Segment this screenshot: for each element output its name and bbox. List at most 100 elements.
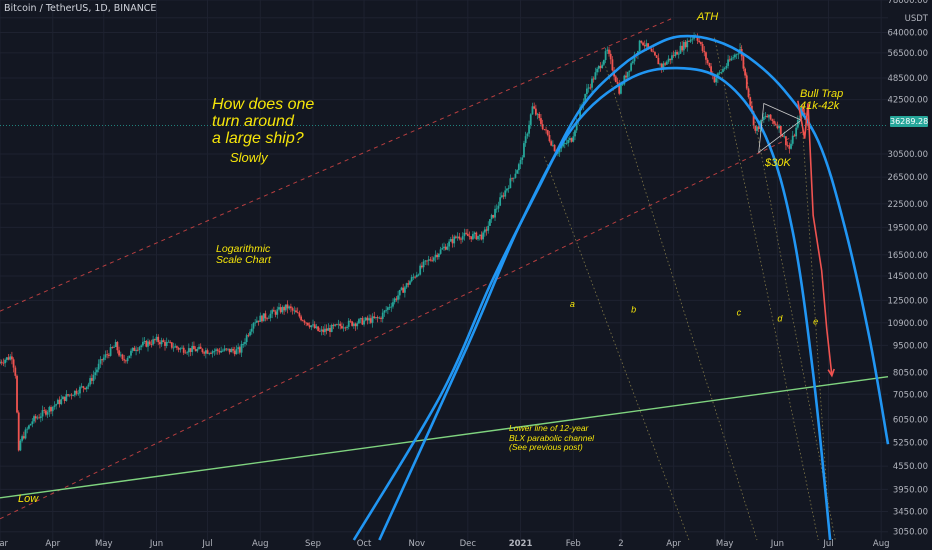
candle-body (145, 340, 148, 347)
candle-body (701, 44, 704, 51)
candle-body (538, 113, 541, 119)
lower-line-2: BLX parabolic channel (509, 432, 595, 443)
candle-body (691, 38, 694, 40)
candle-body (779, 125, 782, 135)
candle-body (58, 399, 61, 405)
candle-body (402, 287, 405, 293)
candle-body (594, 72, 597, 80)
candle-body (152, 339, 155, 345)
candle-body (148, 341, 151, 345)
candle-body (596, 68, 599, 73)
x-tick-label: Apr (45, 539, 60, 549)
candle-body (507, 188, 510, 189)
candle-body (616, 82, 619, 84)
candle-body (363, 320, 365, 325)
candle-body (768, 114, 770, 118)
y-tick-label: 48500.00 (887, 74, 928, 84)
candle-body (335, 324, 338, 326)
candle-body (194, 349, 197, 352)
bull-trap-line-2: 41k-42k (800, 100, 840, 112)
candle-body (623, 75, 626, 85)
candle-body (524, 136, 527, 144)
lower-line-3: (See previous post) (509, 442, 583, 452)
candle-body (565, 143, 568, 144)
candle-body (85, 386, 88, 390)
candle-body (424, 260, 427, 262)
candle-body (186, 352, 189, 354)
candle-body (603, 60, 605, 65)
candle-body (368, 318, 371, 321)
candle-body (776, 124, 779, 129)
candle-body (111, 347, 114, 348)
candle-body (795, 127, 798, 137)
candle-body (278, 307, 280, 310)
candle-body (584, 94, 587, 102)
candle-body (497, 205, 500, 209)
candle-body (70, 394, 73, 396)
support-trendline (0, 375, 889, 499)
candle-body (63, 396, 66, 401)
wave-label-e: e (813, 316, 818, 326)
candle-body (511, 178, 513, 180)
candle-body (671, 55, 673, 61)
candle-body (359, 318, 362, 320)
candle-body (470, 236, 473, 240)
candle-body (29, 424, 32, 426)
candle-body (53, 405, 56, 407)
candle-body (529, 114, 532, 125)
x-tick-label: Aug (252, 539, 269, 549)
candle-body (609, 53, 612, 60)
candle-body (101, 359, 103, 361)
candle-body (366, 317, 369, 321)
candle-body (706, 59, 709, 64)
candle-body (131, 347, 134, 351)
candle-body (742, 56, 745, 69)
candle-body (754, 125, 757, 131)
candle-body (506, 188, 508, 191)
support-line (0, 375, 889, 499)
symbol-header[interactable]: Bitcoin / TetherUS, 1D, BINANCE (4, 3, 157, 14)
candle-body (266, 318, 268, 320)
candle-body (283, 306, 285, 311)
candle-body (523, 143, 525, 158)
candle-body (133, 347, 136, 351)
projection-line (797, 100, 833, 376)
candle-body (124, 360, 127, 362)
candle-body (478, 234, 481, 236)
bull-trap-line-1: Bull Trap (800, 88, 844, 100)
candle-body (732, 57, 735, 59)
candle-body (317, 326, 320, 331)
candle-body (545, 129, 547, 131)
candle-body (628, 70, 631, 72)
candle-body (344, 327, 347, 329)
candle-body (744, 68, 747, 76)
candle-body (159, 342, 161, 345)
candle-body (284, 304, 287, 311)
candle-body (480, 234, 483, 240)
candle-body (614, 76, 617, 83)
candle-body (541, 124, 544, 130)
thirty-k-annotation: $30K (765, 157, 791, 169)
candle-body (262, 313, 265, 322)
candle-body (221, 350, 224, 352)
candle-body (528, 124, 530, 134)
candle-body (514, 173, 517, 178)
candle-body (660, 63, 663, 69)
candle-body (254, 322, 257, 324)
candle-body (563, 143, 566, 144)
candle-body (225, 348, 228, 350)
candle-body (788, 145, 791, 149)
candle-body (426, 260, 428, 262)
candle-body (11, 356, 13, 360)
candle-body (289, 306, 292, 309)
candle-body (638, 40, 641, 52)
diag-line-c (714, 37, 819, 541)
channel-line (0, 126, 814, 520)
candle-body (84, 388, 86, 390)
candle-body (102, 357, 105, 361)
candle-body (150, 344, 153, 345)
candle-body (165, 342, 168, 346)
x-tick-label: Mar (0, 539, 9, 549)
candle-body (483, 229, 486, 233)
y-tick-label: 3050.00 (893, 528, 928, 538)
